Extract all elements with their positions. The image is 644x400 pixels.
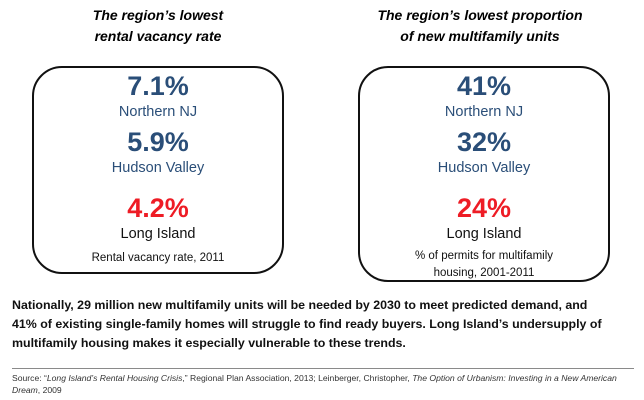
multifamily-box: 41% Northern NJ 32% Hudson Valley 24% Lo…	[358, 66, 610, 282]
caption-line: housing, 2001-2011	[433, 267, 535, 279]
multifamily-caption: % of permits for multifamily housing, 20…	[360, 248, 608, 282]
stat-region: Long Island	[120, 226, 196, 242]
stat-region: Northern NJ	[118, 104, 198, 120]
stat-region: Hudson Valley	[437, 160, 531, 176]
multifamily-heading: The region’s lowest proportion of new mu…	[340, 5, 620, 47]
summary-line: multifamily housing makes it especially …	[12, 336, 406, 350]
source-book-title: The Option of Urbanism: Investing in a N…	[12, 373, 617, 395]
vacancy-rate-heading: The region’s lowest rental vacancy rate	[28, 5, 288, 47]
multifamily-heading-line2: of new multifamily units	[400, 28, 560, 44]
caption-line: % of permits for multifamily	[414, 250, 554, 262]
stat-region: Hudson Valley	[111, 160, 205, 176]
stat-value: 7.1%	[127, 71, 189, 101]
summary-line: 41% of existing single-family homes will…	[12, 317, 602, 331]
vacancy-rate-caption: Rental vacancy rate, 2011	[34, 250, 282, 267]
source-middle: ,” Regional Plan Association, 2013; Lein…	[182, 373, 413, 383]
stat-region: Long Island	[446, 226, 522, 242]
source-suffix: , 2009	[37, 385, 62, 395]
summary-line: Nationally, 29 million new multifamily u…	[12, 298, 588, 312]
source-note: Source: “Long Island’s Rental Housing Cr…	[12, 372, 636, 396]
stat-value: 32%	[456, 127, 512, 157]
stat-northern-nj: 41% Northern NJ	[360, 70, 608, 122]
vacancy-rate-box: 7.1% Northern NJ 5.9% Hudson Valley 4.2%…	[32, 66, 284, 274]
vacancy-rate-heading-line2: rental vacancy rate	[94, 28, 222, 44]
source-divider	[12, 368, 634, 369]
caption-line: Rental vacancy rate, 2011	[91, 252, 225, 264]
stat-long-island: 4.2% Long Island	[34, 192, 282, 244]
vacancy-rate-heading-line1: The region’s lowest	[92, 7, 224, 23]
stat-value: 41%	[456, 71, 512, 101]
stat-value-highlight: 4.2%	[127, 193, 189, 223]
source-title: Long Island’s Rental Housing Crisis	[46, 373, 183, 383]
stat-hudson-valley: 32% Hudson Valley	[360, 126, 608, 178]
multifamily-heading-line1: The region’s lowest proportion	[377, 7, 583, 23]
summary-paragraph: Nationally, 29 million new multifamily u…	[12, 296, 636, 353]
stat-value-highlight: 24%	[456, 193, 512, 223]
source-prefix: Source: “	[12, 373, 47, 383]
stat-hudson-valley: 5.9% Hudson Valley	[34, 126, 282, 178]
stat-region: Northern NJ	[444, 104, 524, 120]
stat-value: 5.9%	[127, 127, 189, 157]
stat-northern-nj: 7.1% Northern NJ	[34, 70, 282, 122]
stat-long-island: 24% Long Island	[360, 192, 608, 244]
